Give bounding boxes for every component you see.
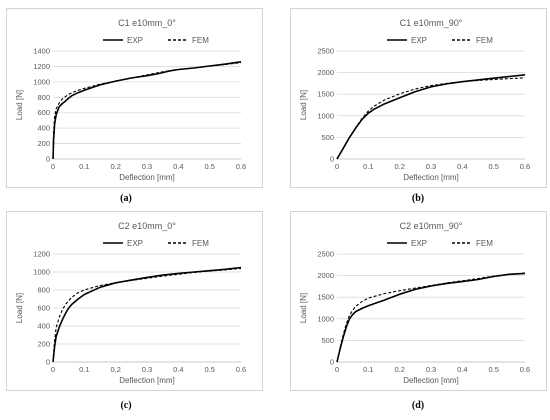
y-tick-label: 0	[46, 358, 50, 367]
x-tick-label: 0.5	[204, 162, 214, 171]
chart-title: C2 e10mm_0°	[118, 221, 176, 231]
y-tick-label: 500	[321, 336, 334, 345]
x-axis-title: Deflection [mm]	[119, 376, 175, 385]
caption-d: (d)	[411, 400, 425, 411]
y-tick-label: 1000	[317, 314, 334, 323]
x-tick-label: 0.4	[457, 365, 467, 374]
x-tick-label: 0.3	[142, 365, 152, 374]
legend-label-exp: EXP	[411, 36, 427, 45]
x-tick-label: 0.3	[142, 162, 152, 171]
x-tick-label: 0	[335, 365, 339, 374]
x-tick-label: 0.2	[110, 162, 120, 171]
x-tick-label: 0.4	[173, 365, 183, 374]
series-line-fem	[336, 77, 526, 160]
y-tick-label: 2000	[317, 271, 334, 280]
y-axis-title: Load [N]	[299, 293, 308, 323]
x-tick-label: 0.1	[363, 162, 373, 171]
legend-label-fem: FEM	[192, 239, 209, 248]
series-line-fem	[52, 62, 242, 160]
series-line-exp	[52, 61, 242, 160]
x-tick-label: 0.6	[236, 365, 246, 374]
y-axis-title: Load [N]	[299, 90, 308, 120]
x-tick-label: 0	[335, 162, 339, 171]
caption-a: (a)	[120, 193, 132, 204]
x-tick-label: 0.6	[236, 162, 246, 171]
caption-b: (b)	[411, 193, 425, 204]
legend-label-exp: EXP	[127, 36, 143, 45]
y-tick-label: 2500	[317, 250, 334, 259]
x-tick-label: 0.2	[110, 365, 120, 374]
y-tick-label: 500	[321, 133, 334, 142]
chart-title: C2 e10mm_90°	[400, 221, 463, 231]
y-tick-label: 200	[37, 139, 50, 148]
x-tick-label: 0.2	[394, 162, 404, 171]
y-tick-label: 600	[37, 108, 50, 117]
chart-panel-b: C1 e10mm_90° EXP FEM 0 500 1000 1500 2000 2500 0 0…	[290, 8, 547, 188]
series-line-exp	[336, 74, 526, 160]
legend-label-fem: FEM	[476, 239, 493, 248]
y-tick-label: 0	[330, 358, 334, 367]
y-tick-label: 0	[46, 155, 50, 164]
x-tick-label: 0.1	[363, 365, 373, 374]
y-tick-label: 1500	[317, 90, 334, 99]
chart-svg-c: C2 e10mm_0° EXP FEM 0 200 400 600 800 1000 1200 0 0…	[15, 221, 246, 385]
legend-label-fem: FEM	[192, 36, 209, 45]
y-tick-label: 2500	[317, 47, 334, 56]
series-line-fem	[336, 272, 526, 363]
series-line-fem	[52, 267, 242, 363]
x-tick-label: 0.5	[204, 365, 214, 374]
x-tick-label: 0.3	[426, 365, 436, 374]
y-tick-label: 1000	[317, 111, 334, 120]
x-tick-label: 0.3	[426, 162, 436, 171]
chart-svg-d: C2 e10mm_90° EXP FEM 0 500 1000 1500 2000 2500 0 0…	[299, 221, 530, 385]
x-tick-label: 0	[51, 162, 55, 171]
chart-svg-a: C1 e10mm_0° EXP FEM 0 200 400 600 800 1000 1200 14…	[15, 18, 246, 182]
y-tick-label: 600	[37, 304, 50, 313]
y-tick-label: 400	[37, 124, 50, 133]
x-axis-title: Deflection [mm]	[119, 173, 175, 182]
y-tick-label: 800	[37, 286, 50, 295]
caption-c: (c)	[120, 400, 132, 411]
x-tick-label: 0.1	[79, 365, 89, 374]
x-tick-label: 0.4	[457, 162, 467, 171]
y-tick-label: 1200	[33, 250, 50, 259]
chart-svg-b: C1 e10mm_90° EXP FEM 0 500 1000 1500 2000 2500 0 0…	[299, 18, 530, 182]
y-tick-label: 200	[37, 340, 50, 349]
x-tick-label: 0.5	[488, 365, 498, 374]
x-tick-label: 0.1	[79, 162, 89, 171]
chart-panel-a: C1 e10mm_0° EXP FEM 0 200 400 600 800 1000 1200 14…	[6, 8, 263, 188]
y-axis-title: Load [N]	[15, 90, 24, 120]
x-tick-label: 0.2	[394, 365, 404, 374]
y-tick-label: 1000	[33, 77, 50, 86]
x-axis-title: Deflection [mm]	[403, 173, 459, 182]
y-tick-label: 1000	[33, 268, 50, 277]
chart-panel-c: C2 e10mm_0° EXP FEM 0 200 400 600 800 1000 1200 0 0…	[6, 211, 263, 391]
x-tick-label: 0.6	[520, 162, 530, 171]
y-tick-label: 800	[37, 93, 50, 102]
series-line-exp	[336, 272, 526, 363]
y-tick-label: 0	[330, 155, 334, 164]
y-tick-label: 1200	[33, 62, 50, 71]
chart-title: C1 e10mm_90°	[400, 18, 463, 28]
x-tick-label: 0.5	[488, 162, 498, 171]
x-axis-title: Deflection [mm]	[403, 376, 459, 385]
x-tick-label: 0.6	[520, 365, 530, 374]
y-tick-label: 1500	[317, 293, 334, 302]
y-tick-label: 2000	[317, 68, 334, 77]
legend-label-fem: FEM	[476, 36, 493, 45]
series-line-exp	[52, 266, 242, 363]
legend-label-exp: EXP	[127, 239, 143, 248]
y-tick-label: 1400	[33, 47, 50, 56]
x-tick-label: 0	[51, 365, 55, 374]
y-axis-title: Load [N]	[15, 293, 24, 323]
y-tick-label: 400	[37, 322, 50, 331]
chart-title: C1 e10mm_0°	[118, 18, 176, 28]
x-tick-label: 0.4	[173, 162, 183, 171]
legend-label-exp: EXP	[411, 239, 427, 248]
chart-panel-d: C2 e10mm_90° EXP FEM 0 500 1000 1500 2000 2500 0 0…	[290, 211, 547, 391]
